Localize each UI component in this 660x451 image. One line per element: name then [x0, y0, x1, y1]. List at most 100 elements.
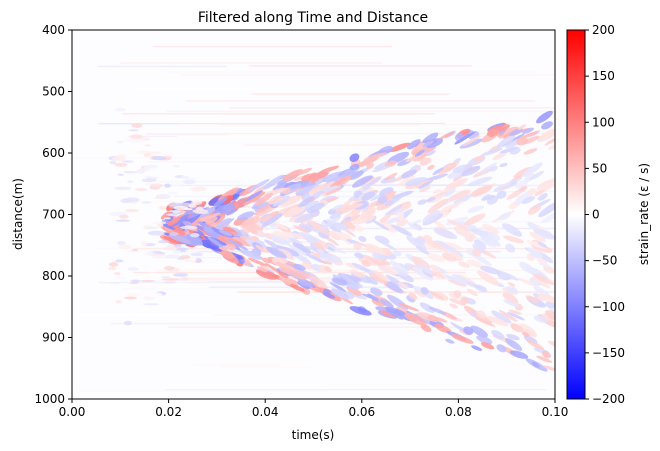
- y-tick-label: 400: [42, 23, 65, 37]
- wave-blob: [384, 160, 397, 168]
- wave-blob: [467, 288, 478, 297]
- wave-blob: [363, 152, 388, 161]
- precursor-blob: [108, 262, 119, 267]
- precursor-blob: [115, 300, 122, 304]
- wave-blob: [245, 190, 263, 202]
- wave-blob: [325, 186, 343, 196]
- wave-blob: [529, 252, 541, 258]
- wave-blob: [547, 143, 555, 151]
- wave-blob: [256, 266, 268, 273]
- noise-streak: [167, 326, 464, 328]
- wave-blob: [389, 260, 409, 275]
- wave-blob: [420, 287, 429, 295]
- wave-blob: [487, 128, 499, 137]
- x-tick-label: 0.10: [542, 405, 569, 419]
- precursor-blob: [154, 196, 168, 200]
- precursor-blob: [150, 183, 163, 188]
- wave-blob: [251, 235, 259, 241]
- wave-blob: [339, 272, 357, 285]
- wave-blob: [451, 334, 474, 344]
- colorbar-tick-label: −150: [592, 346, 625, 360]
- wave-blob: [326, 243, 346, 254]
- wave-blob: [298, 196, 314, 208]
- wave-blob: [434, 323, 452, 334]
- wave-blob: [473, 155, 485, 162]
- wave-blob: [536, 257, 548, 265]
- colorbar-tick-label: −50: [592, 254, 617, 268]
- wave-blob: [198, 212, 221, 221]
- wave-blob: [444, 242, 463, 250]
- wave-blob: [295, 184, 320, 195]
- wave-blob: [358, 235, 367, 242]
- wave-blob: [349, 306, 372, 316]
- x-tick-label: 0.08: [445, 405, 472, 419]
- heatmap-image: [73, 45, 555, 392]
- wave-blob: [368, 271, 388, 284]
- precursor-blob: [179, 243, 187, 246]
- wave-blob: [243, 223, 258, 234]
- wave-blob: [247, 257, 268, 267]
- wave-blob: [270, 235, 290, 246]
- wave-blob: [415, 245, 431, 256]
- wave-blob: [268, 195, 284, 205]
- wave-blob: [533, 228, 555, 240]
- wave-blob: [253, 202, 271, 212]
- wave-blob: [531, 276, 551, 289]
- wave-blob: [496, 190, 507, 199]
- wave-blob: [221, 202, 235, 210]
- precursor-blob: [173, 243, 182, 248]
- precursor-blob: [109, 160, 117, 165]
- wave-blob: [215, 217, 232, 230]
- wave-blob: [206, 244, 224, 253]
- wave-blob: [207, 236, 224, 248]
- wave-blob: [423, 234, 433, 241]
- noise-streak: [249, 65, 472, 67]
- wave-blob: [525, 240, 547, 249]
- wave-blob: [302, 261, 313, 270]
- precursor-blob: [140, 279, 155, 283]
- wave-blob: [360, 207, 376, 219]
- wave-blob: [517, 278, 537, 287]
- wave-blob: [278, 276, 299, 287]
- wave-blob: [418, 180, 434, 189]
- wave-blob: [458, 261, 470, 268]
- wave-blob: [305, 223, 323, 235]
- wave-blob: [453, 194, 473, 205]
- noise-streak: [244, 144, 419, 146]
- wave-blob: [366, 176, 382, 187]
- wave-blob: [486, 316, 509, 327]
- wave-blob: [343, 237, 353, 245]
- precursor-blob: [117, 173, 124, 176]
- wave-blob: [544, 135, 555, 146]
- noise-streak: [237, 291, 555, 293]
- wave-blob: [398, 303, 420, 312]
- wave-blob: [225, 242, 236, 251]
- wave-blob: [470, 325, 488, 338]
- wave-blob: [444, 178, 468, 190]
- wave-blob: [507, 282, 516, 287]
- noise-streak: [176, 136, 548, 138]
- wave-blob: [427, 315, 440, 323]
- precursor-blob: [143, 303, 160, 306]
- y-axis-label: distance(m): [11, 178, 25, 250]
- wave-blob: [366, 162, 375, 169]
- wave-blob: [503, 299, 520, 308]
- wave-blob: [377, 195, 388, 205]
- wave-blob: [470, 185, 493, 197]
- wave-blob: [248, 178, 270, 192]
- noise-streak: [185, 100, 535, 102]
- wave-blob: [460, 296, 469, 305]
- wave-blob: [397, 175, 416, 187]
- wave-blob: [218, 229, 233, 237]
- wave-blob: [522, 127, 535, 134]
- precursor-blob: [152, 221, 167, 225]
- wave-blob: [380, 260, 391, 266]
- noise-streak: [121, 113, 435, 115]
- wave-blob: [527, 222, 540, 231]
- precursor-blob: [116, 177, 126, 181]
- wave-blob: [298, 167, 313, 175]
- y-tick-label: 1000: [34, 392, 65, 406]
- precursor-blob: [142, 166, 151, 172]
- wave-blob: [446, 219, 470, 231]
- wave-blob: [346, 286, 362, 296]
